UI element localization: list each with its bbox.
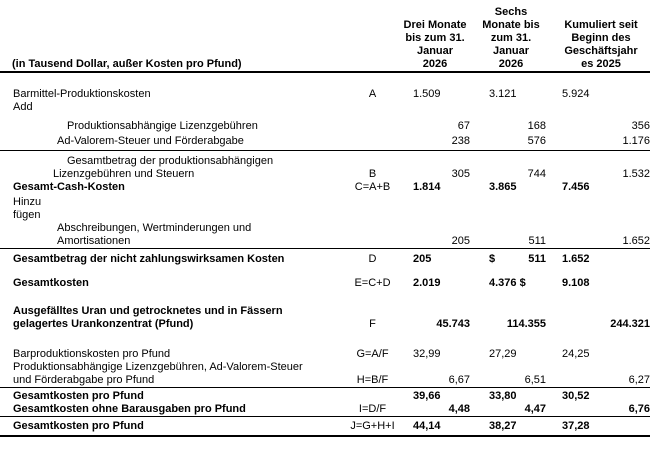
row-hinzu-fuegen: Hinzu fügen [0, 196, 670, 222]
row-ausgefaelltes-uran: Ausgefälltes Uran und getrocknetes und i… [0, 305, 670, 331]
row-label: Gesamtkosten pro Pfund [13, 390, 144, 402]
row-label: Ad-Valorem-Steuer und Förderabgabe [57, 135, 244, 147]
row-add: Add [0, 101, 670, 114]
value-cell: 38,27 [489, 420, 517, 432]
row-label: Produktionsabhängige Lizenzgebühren [67, 120, 258, 132]
value-cell: 4.376 $ [489, 277, 526, 289]
value-cell: 1.652 [562, 253, 590, 265]
row-label: Barmittel-Produktionskosten [13, 88, 151, 100]
row-label: Gesamtkosten ohne Barausgaben pro Pfund [13, 403, 246, 415]
value-cell: 511 [528, 235, 546, 247]
row-label: Gesamt-Cash-Kosten [13, 181, 125, 193]
value-cell: 44,14 [413, 420, 441, 432]
row-label: Gesamtkosten [13, 277, 89, 289]
value-cell: 4,47 [524, 403, 546, 415]
value-cell: 205 [451, 235, 470, 247]
value-cell: 3.865 [489, 181, 517, 193]
value-cell: 1.509 [413, 88, 441, 100]
row-gesamtkosten: Gesamtkosten E=C+D 2.019 4.376 $ 9.108 [0, 277, 670, 290]
divider-rule [0, 150, 650, 151]
formula-letter: B [368, 168, 377, 180]
row-produktionsabhaengige-lizenzgebuehren: Produktionsabhängige Lizenzgebühren 67 1… [0, 120, 670, 133]
row-gesamt-cash-kosten: Gesamt-Cash-Kosten C=A+B 1.814 3.865 7.4… [0, 181, 670, 194]
value-cell: 24,25 [562, 348, 590, 360]
value-cell: 7.456 [562, 181, 590, 193]
value-cell: 9.108 [562, 277, 590, 289]
value-cell: 576 [527, 135, 546, 147]
formula-letter: E=C+D [354, 277, 391, 289]
value-cell: 744 [527, 168, 546, 180]
value-cell: 5.924 [562, 88, 590, 100]
row-label: Add [13, 101, 33, 113]
value-cell: 114.355 [506, 318, 546, 330]
value-cell: 168 [527, 120, 546, 132]
value-cell: 6,76 [628, 403, 650, 415]
divider-rule [0, 248, 650, 249]
row-label: Gesamtbetrag der nicht zahlungswirksamen… [13, 253, 285, 265]
value-cell: 4,48 [448, 403, 470, 415]
column-header-kumuliert: Kumuliert seit Beginn des Geschäftsjahr … [564, 19, 638, 70]
row-gesamtkosten-ohne-barausgaben: Gesamtkosten ohne Barausgaben pro Pfund … [0, 403, 670, 416]
column-header-drei-monate: Drei Monate bis zum 31. Januar 2026 [403, 19, 467, 70]
value-cell: 1.176 [622, 135, 650, 147]
row-nicht-zahlungswirksame-kosten: Gesamtbetrag der nicht zahlungswirksamen… [0, 253, 670, 266]
value-cell: 6,67 [448, 374, 470, 386]
bottom-rule [0, 435, 650, 437]
value-cell: 67 [457, 120, 470, 132]
row-label: Gesamtkosten pro Pfund [13, 420, 144, 432]
value-cell: 6,51 [524, 374, 546, 386]
value-cell: 205 [413, 253, 432, 265]
row-abschreibungen-amortisationen: Abschreibungen, Wertminderungen und Amor… [0, 222, 670, 248]
row-gesamtkosten-pro-pfund: Gesamtkosten pro Pfund 39,66 33,80 30,52 [0, 390, 670, 403]
divider-rule [0, 416, 650, 417]
row-gesamtkosten-pro-pfund-total: Gesamtkosten pro Pfund J=G+H+I 44,14 38,… [0, 420, 670, 433]
formula-letter: I=D/F [358, 403, 387, 415]
column-header-sechs-monate: Sechs Monate bis zum 31. Januar 2026 [482, 6, 540, 70]
row-gesamtbetrag-lizenzgebuehren-steuern: Gesamtbetrag der produktionsabhängigen L… [0, 155, 670, 181]
value-cell: 33,80 [489, 390, 517, 402]
table-header: (in Tausend Dollar, außer Kosten pro Pfu… [0, 0, 650, 73]
value-cell: 6,27 [628, 374, 650, 386]
row-ad-valorem-steuer: Ad-Valorem-Steuer und Förderabgabe 238 5… [0, 135, 670, 148]
row-lizenzgebuehren-pro-pfund: Produktionsabhängige Lizenzgebühren, Ad-… [0, 361, 670, 387]
value-cell: 32,99 [413, 348, 441, 360]
value-cell: 2.019 [413, 277, 441, 289]
value-cell: 1.814 [413, 181, 441, 193]
row-label: Abschreibungen, Wertminderungen und Amor… [57, 222, 252, 247]
divider-rule [0, 387, 650, 388]
row-label: Hinzu fügen [13, 196, 42, 221]
dollar-sign: $ [489, 253, 496, 265]
value-number: 511 [528, 253, 546, 265]
value-cell: 1.652 [622, 235, 650, 247]
formula-letter: G=A/F [356, 348, 389, 360]
formula-letter: A [368, 88, 377, 100]
formula-letter: C=A+B [354, 181, 391, 193]
value-cell: 244.321 [610, 318, 650, 330]
formula-letter: D [368, 253, 377, 265]
value-cell: 3.121 [489, 88, 517, 100]
value-cell: 305 [451, 168, 470, 180]
value-cell: 1.532 [622, 168, 650, 180]
row-barmittel-produktionskosten: Barmittel-Produktionskosten A 1.509 3.12… [0, 88, 670, 101]
formula-letter: F [369, 318, 376, 330]
row-label: Produktionsabhängige Lizenzgebühren, Ad-… [13, 361, 303, 386]
value-cell: 27,29 [489, 348, 517, 360]
value-cell: 45.743 [436, 318, 470, 330]
row-label: Ausgefälltes Uran und getrocknetes und i… [13, 305, 283, 330]
unit-label: (in Tausend Dollar, außer Kosten pro Pfu… [12, 58, 242, 70]
value-cell: $ 511 [476, 253, 546, 266]
value-cell: 39,66 [413, 390, 441, 402]
formula-letter: H=B/F [356, 374, 389, 386]
value-cell: 37,28 [562, 420, 590, 432]
row-label: Gesamtbetrag der produktionsabhängigen L… [53, 155, 274, 180]
row-label: Barproduktionskosten pro Pfund [13, 348, 171, 360]
value-cell: 30,52 [562, 390, 590, 402]
value-cell: 238 [451, 135, 470, 147]
formula-letter: J=G+H+I [350, 420, 395, 432]
row-barproduktionskosten-pro-pfund: Barproduktionskosten pro Pfund G=A/F 32,… [0, 348, 670, 361]
value-cell: 356 [631, 120, 650, 132]
